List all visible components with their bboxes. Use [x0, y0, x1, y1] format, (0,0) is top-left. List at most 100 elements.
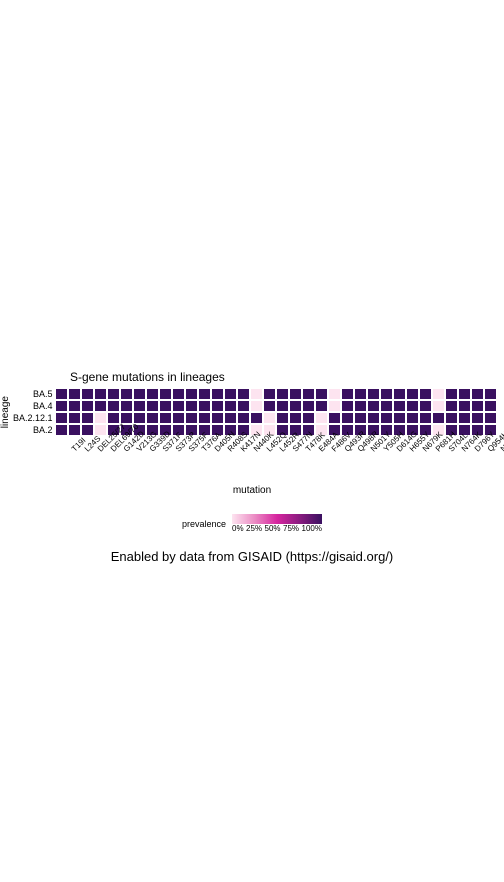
heatmap-cell	[315, 388, 328, 400]
heatmap-cell	[419, 388, 432, 400]
heatmap-cell	[354, 412, 367, 424]
heatmap-cell	[146, 388, 159, 400]
heatmap-cell	[250, 400, 263, 412]
heatmap-cell	[458, 400, 471, 412]
heatmap-cell	[276, 388, 289, 400]
heatmap-cell	[341, 388, 354, 400]
legend-bar	[232, 514, 322, 524]
legend-bar-wrap: 0%25%50%75%100%	[232, 514, 322, 533]
heatmap-cell	[315, 412, 328, 424]
heatmap-cell	[393, 400, 406, 412]
heatmap-cell	[471, 388, 484, 400]
legend-tick-label: 75%	[283, 524, 299, 533]
heatmap-cell	[484, 412, 497, 424]
y-tick-label: BA.5	[13, 388, 55, 400]
chart-container: S-gene mutations in lineages lineage BA.…	[0, 370, 504, 564]
legend-tick-label: 25%	[246, 524, 262, 533]
heatmap-cell	[81, 412, 94, 424]
legend-ticks: 0%25%50%75%100%	[232, 524, 322, 533]
y-tick-label: BA.2	[13, 424, 55, 436]
y-axis-label: lineage	[0, 396, 11, 428]
heatmap-cell	[302, 400, 315, 412]
heatmap-cell	[289, 400, 302, 412]
heatmap-cell	[146, 400, 159, 412]
heatmap-cell	[484, 388, 497, 400]
heatmap-cell	[380, 412, 393, 424]
heatmap-cell	[432, 412, 445, 424]
heatmap-cell	[185, 400, 198, 412]
heatmap-cell	[198, 400, 211, 412]
heatmap-cell	[237, 412, 250, 424]
y-tick-label: BA.2.12.1	[13, 412, 55, 424]
heatmap-cell	[315, 400, 328, 412]
heatmap-cell	[328, 388, 341, 400]
heatmap-cell	[55, 424, 68, 436]
heatmap-cell	[146, 412, 159, 424]
heatmap-cell	[237, 400, 250, 412]
legend-tick-label: 100%	[302, 524, 322, 533]
heatmap-cell	[172, 412, 185, 424]
heatmap-cell	[237, 388, 250, 400]
heatmap-cell	[263, 412, 276, 424]
heatmap-cell	[94, 400, 107, 412]
heatmap-cell	[354, 400, 367, 412]
heatmap-cell	[81, 400, 94, 412]
heatmap-cell	[471, 400, 484, 412]
heatmap-cell	[224, 412, 237, 424]
heatmap-cell	[458, 412, 471, 424]
heatmap-cell	[419, 400, 432, 412]
heatmap-cell	[211, 388, 224, 400]
heatmap-cell	[380, 388, 393, 400]
heatmap-cell	[263, 388, 276, 400]
heatmap-cell	[94, 412, 107, 424]
heatmap-cell	[367, 388, 380, 400]
heatmap-cell	[406, 388, 419, 400]
heatmap-cell	[133, 388, 146, 400]
heatmap-cell	[81, 388, 94, 400]
heatmap-cell	[224, 388, 237, 400]
heatmap-cell	[341, 400, 354, 412]
heatmap-cell	[211, 412, 224, 424]
heatmap-cell	[159, 388, 172, 400]
heatmap-cell	[94, 388, 107, 400]
heatmap-row	[55, 388, 497, 400]
heatmap-cell	[133, 400, 146, 412]
heatmap-cell	[380, 400, 393, 412]
heatmap-cell	[185, 388, 198, 400]
x-axis-label: mutation	[0, 485, 504, 496]
heatmap-cell	[263, 400, 276, 412]
heatmap-cell	[211, 400, 224, 412]
legend-tick-label: 50%	[265, 524, 281, 533]
heatmap-cell	[250, 388, 263, 400]
heatmap-cell	[367, 412, 380, 424]
heatmap-cell	[68, 388, 81, 400]
heatmap-cell	[484, 400, 497, 412]
heatmap-cell	[68, 400, 81, 412]
heatmap-cell	[250, 412, 263, 424]
heatmap-cell	[172, 388, 185, 400]
heatmap-cell	[120, 388, 133, 400]
heatmap-row	[55, 400, 497, 412]
heatmap-cell	[55, 400, 68, 412]
heatmap-cell	[432, 388, 445, 400]
heatmap-cell	[289, 412, 302, 424]
heatmap-cell	[458, 388, 471, 400]
heatmap-cell	[107, 400, 120, 412]
heatmap-cell	[419, 412, 432, 424]
y-ticks: BA.5BA.4BA.2.12.1BA.2	[13, 388, 55, 436]
chart-title: S-gene mutations in lineages	[70, 370, 504, 384]
heatmap-cell	[406, 400, 419, 412]
heatmap-cell	[172, 400, 185, 412]
heatmap-cell	[354, 388, 367, 400]
heatmap-cell	[445, 412, 458, 424]
heatmap-cell	[445, 388, 458, 400]
heatmap-cell	[107, 388, 120, 400]
heatmap-cell	[406, 412, 419, 424]
legend-title: prevalence	[182, 519, 226, 529]
heatmap-cell	[198, 412, 211, 424]
plot-area: lineage BA.5BA.4BA.2.12.1BA.2	[0, 388, 504, 436]
heatmap-cell	[341, 412, 354, 424]
heatmap-cell	[432, 400, 445, 412]
heatmap-cell	[276, 412, 289, 424]
heatmap-cell	[120, 400, 133, 412]
